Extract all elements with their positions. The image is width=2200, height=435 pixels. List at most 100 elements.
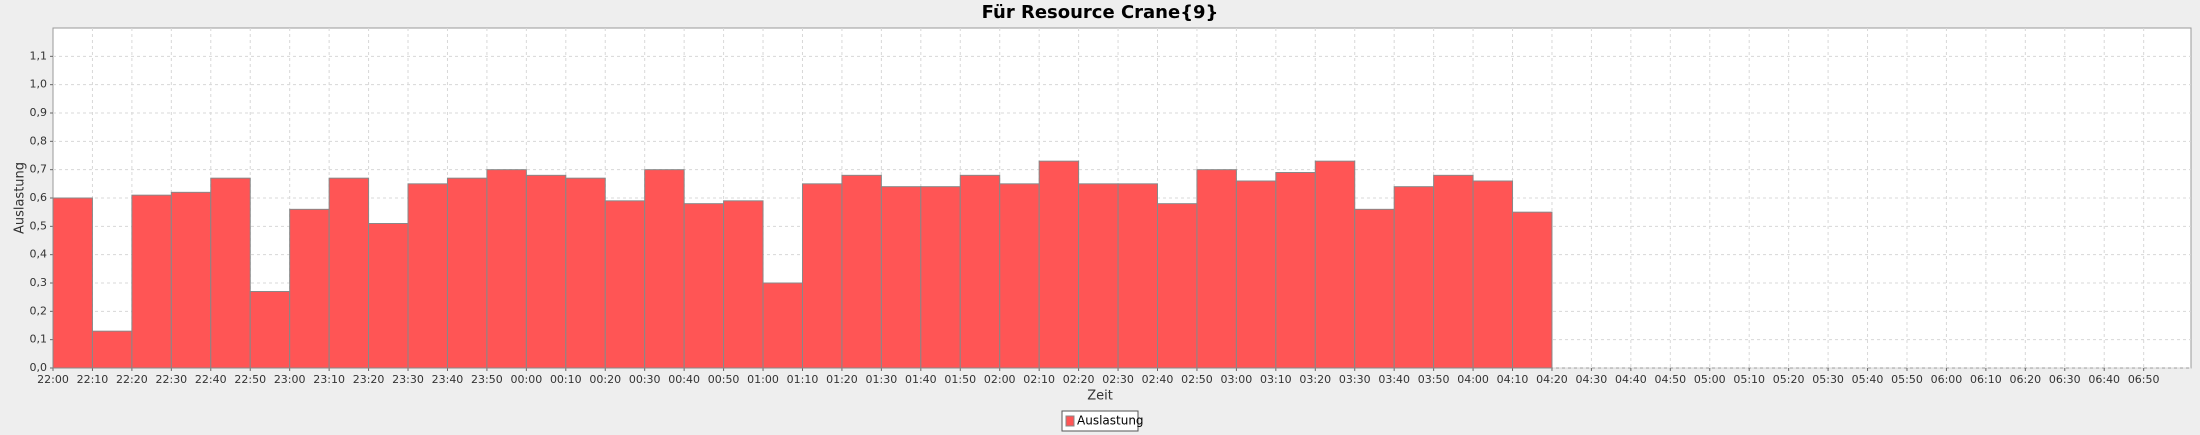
x-tick-label: 23:50 xyxy=(471,373,503,386)
x-tick-label: 05:30 xyxy=(1812,373,1844,386)
bar xyxy=(1314,160,1356,369)
y-tick-label: 0,5 xyxy=(30,219,48,232)
chart-title: Für Resource Crane{9} xyxy=(982,2,1219,23)
bar xyxy=(328,177,370,369)
x-tick-label: 06:00 xyxy=(1931,373,1963,386)
bar xyxy=(1078,183,1119,369)
x-tick-label: 22:30 xyxy=(155,373,187,386)
x-tick-label: 05:20 xyxy=(1773,373,1805,386)
x-tick-label: 23:30 xyxy=(392,373,424,386)
bar xyxy=(644,169,685,369)
legend-label: Auslastung xyxy=(1077,414,1144,428)
x-tick-label: 06:50 xyxy=(2128,373,2160,386)
x-tick-label: 01:10 xyxy=(787,373,819,386)
bar xyxy=(1275,172,1316,369)
y-tick-label: 0,1 xyxy=(30,333,48,346)
bar xyxy=(249,291,291,369)
y-tick-label: 0,4 xyxy=(30,248,48,261)
x-tick-label: 04:50 xyxy=(1654,373,1686,386)
bar xyxy=(407,183,448,369)
x-tick-label: 03:00 xyxy=(1221,373,1253,386)
bar xyxy=(1196,169,1237,369)
bar xyxy=(841,174,882,369)
bar xyxy=(565,177,606,369)
x-axis-label: Zeit xyxy=(1087,389,1113,404)
bar xyxy=(486,169,527,369)
x-tick-label: 00:20 xyxy=(589,373,621,386)
bar xyxy=(683,203,725,369)
x-tick-label: 04:10 xyxy=(1497,373,1529,386)
y-tick-label: 0,9 xyxy=(30,106,48,119)
x-tick-label: 00:30 xyxy=(629,373,661,386)
bar xyxy=(1235,180,1277,369)
x-tick-label: 23:00 xyxy=(274,373,306,386)
x-tick-label: 22:20 xyxy=(116,373,148,386)
x-tick-label: 02:20 xyxy=(1063,373,1095,386)
bar xyxy=(801,183,843,369)
x-tick-label: 05:40 xyxy=(1852,373,1884,386)
bar xyxy=(1157,203,1198,369)
bar xyxy=(999,183,1040,369)
x-tick-label: 04:20 xyxy=(1536,373,1568,386)
legend-box xyxy=(1061,410,1139,432)
x-tick-label: 01:00 xyxy=(747,373,779,386)
x-tick-label: 23:20 xyxy=(353,373,385,386)
x-tick-label: 23:40 xyxy=(432,373,464,386)
legend-swatch xyxy=(1065,415,1075,427)
x-tick-label: 22:10 xyxy=(77,373,109,386)
x-tick-label: 05:50 xyxy=(1891,373,1923,386)
y-axis-label: Auslastung xyxy=(13,162,28,234)
x-tick-label: 06:20 xyxy=(2009,373,2041,386)
x-tick-label: 06:30 xyxy=(2049,373,2081,386)
bar xyxy=(446,177,488,369)
x-tick-label: 04:30 xyxy=(1576,373,1608,386)
x-tick-label: 22:40 xyxy=(195,373,227,386)
x-tick-label: 00:50 xyxy=(708,373,740,386)
bar xyxy=(131,194,172,369)
bar xyxy=(1512,211,1553,369)
x-tick-label: 02:50 xyxy=(1181,373,1213,386)
bar xyxy=(210,177,251,369)
y-tick-label: 0,0 xyxy=(30,361,48,374)
bar xyxy=(1038,160,1080,369)
x-tick-label: 06:40 xyxy=(2088,373,2120,386)
bar xyxy=(52,197,93,369)
x-tick-label: 06:10 xyxy=(1970,373,2002,386)
bar xyxy=(1393,186,1435,369)
bar xyxy=(959,174,1001,369)
x-tick-label: 00:40 xyxy=(668,373,700,386)
bar xyxy=(1472,180,1514,369)
bar xyxy=(920,186,961,369)
x-tick-label: 03:40 xyxy=(1378,373,1410,386)
y-tick-label: 0,2 xyxy=(30,304,48,317)
x-tick-label: 00:00 xyxy=(511,373,543,386)
bar xyxy=(1433,174,1474,369)
x-tick-label: 03:30 xyxy=(1339,373,1371,386)
y-tick-label: 0,3 xyxy=(30,276,48,289)
x-tick-label: 01:50 xyxy=(944,373,976,386)
bar xyxy=(723,200,764,369)
x-tick-label: 03:20 xyxy=(1299,373,1331,386)
x-tick-label: 00:10 xyxy=(550,373,582,386)
bar xyxy=(289,208,330,369)
x-tick-label: 02:00 xyxy=(984,373,1016,386)
x-tick-label: 22:50 xyxy=(234,373,266,386)
x-tick-label: 05:10 xyxy=(1733,373,1765,386)
x-tick-label: 03:10 xyxy=(1260,373,1292,386)
bar xyxy=(880,186,922,369)
x-tick-label: 22:00 xyxy=(37,373,69,386)
x-tick-label: 03:50 xyxy=(1418,373,1450,386)
y-tick-label: 0,7 xyxy=(30,163,48,176)
y-tick-label: 1,0 xyxy=(30,78,48,91)
bar xyxy=(762,282,803,369)
bar xyxy=(170,191,212,369)
bar xyxy=(1117,183,1159,369)
bar xyxy=(91,330,133,369)
bar xyxy=(368,223,409,369)
x-tick-label: 04:40 xyxy=(1615,373,1647,386)
bar xyxy=(604,200,646,369)
x-tick-label: 23:10 xyxy=(313,373,345,386)
x-tick-label: 02:40 xyxy=(1142,373,1174,386)
